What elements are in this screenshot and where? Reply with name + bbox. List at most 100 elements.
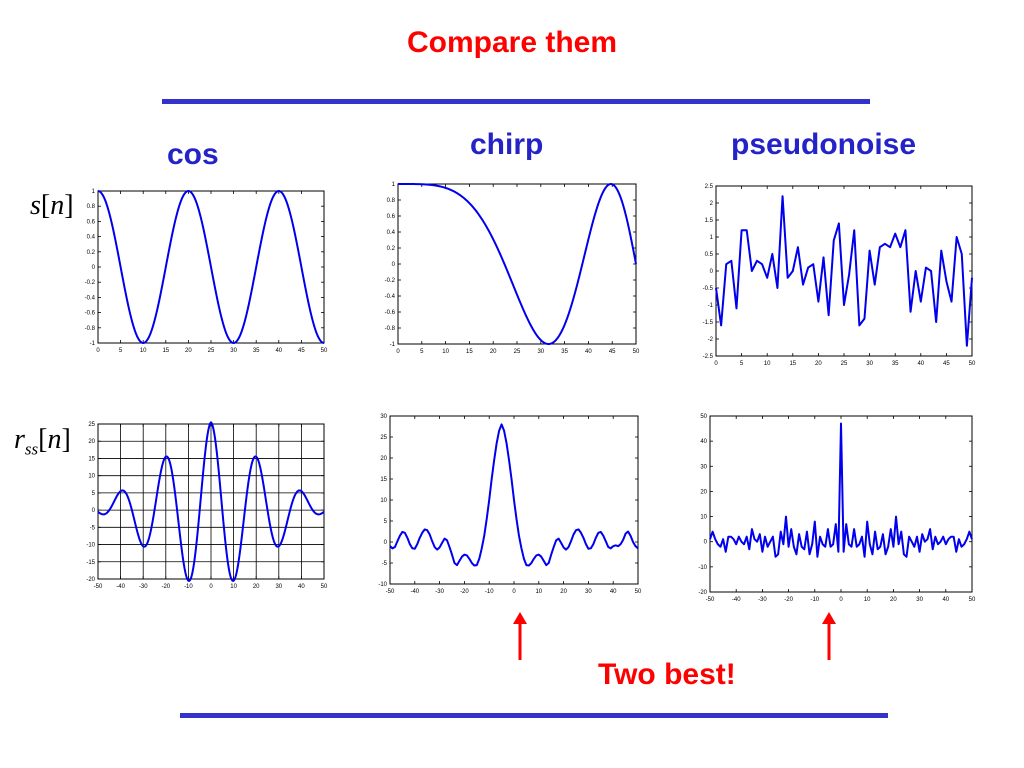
y-tick-label: -0.4: [85, 295, 96, 301]
x-tick-label: -10: [810, 597, 819, 603]
x-tick-label: 50: [635, 589, 642, 595]
y-tick-label: 0.8: [87, 204, 96, 210]
x-tick-label: 20: [815, 361, 822, 367]
x-tick-label: -10: [184, 584, 193, 590]
x-tick-label: 30: [230, 348, 237, 354]
y-tick-label: -0.8: [85, 326, 96, 332]
series-line: [715, 195, 973, 347]
x-tick-label: -20: [784, 597, 793, 603]
y-tick-label: -5: [382, 561, 388, 567]
pseudonoise-autocorr-plot: -50 -40 -30 -20 -10 0 10 20 30 40 50 -20 -10 0 10 20 30 4…: [690, 410, 976, 606]
x-tick-label: 10: [864, 597, 871, 603]
x-tick-label: 40: [610, 589, 617, 595]
x-tick-label: -30: [139, 584, 148, 590]
y-tick-label: 0.2: [387, 246, 396, 252]
y-tick-label: 0.4: [387, 230, 396, 236]
x-tick-label: 20: [890, 597, 897, 603]
autocorr-symbol: r: [14, 424, 25, 455]
y-tick-label: -15: [86, 560, 95, 566]
chirp-signal-plot: 0 5 10 15 20 25 30 35 40 45 50 -1 -0.8 -0.6 -0.4 -0.2 0 0…: [378, 178, 640, 358]
y-tick-label: 2.5: [705, 184, 714, 190]
x-tick-label: 20: [490, 349, 497, 355]
x-tick-label: 25: [841, 361, 848, 367]
chirp-autocorr-plot: -50 -40 -30 -20 -10 0 10 20 30 40 50 -10 -5 0 5 10 15 20 2…: [370, 410, 642, 598]
pseudonoise-signal-plot: 0 5 10 15 20 25 30 35 40 45 50 -2.5 -2 -1.5 -1 -0.5 0 0.5…: [696, 180, 976, 370]
x-tick-label: 15: [162, 348, 169, 354]
y-tick-label: -20: [86, 577, 95, 583]
y-tick-label: -2.5: [703, 354, 714, 360]
x-tick-label: 50: [969, 361, 976, 367]
cos-signal-plot: 0 5 10 15 20 25 30 35 40 45 50 -1 -0.8 -0.6 -0.4 -0.2 0 0…: [78, 185, 328, 357]
y-tick-label: -0.6: [385, 310, 396, 316]
y-tick-label: 30: [700, 464, 707, 470]
x-tick-label: 30: [866, 361, 873, 367]
y-tick-label: -10: [698, 565, 707, 571]
x-tick-label: 5: [119, 348, 123, 354]
x-tick-label: 0: [209, 584, 213, 590]
x-tick-label: -10: [485, 589, 494, 595]
y-tick-label: -10: [86, 543, 95, 549]
y-tick-label: -1: [708, 303, 714, 309]
x-tick-label: -50: [706, 597, 715, 603]
x-tick-label: 40: [942, 597, 949, 603]
y-tick-label: 0: [92, 508, 96, 514]
x-tick-label: 20: [560, 589, 567, 595]
x-tick-label: 40: [275, 348, 282, 354]
x-tick-label: 0: [714, 361, 718, 367]
arrow-up-icon: [822, 612, 836, 660]
y-tick-label: 20: [700, 489, 707, 495]
x-tick-label: 30: [585, 589, 592, 595]
y-tick-label: -0.5: [703, 286, 714, 292]
x-tick-label: 0: [839, 597, 843, 603]
x-tick-label: 20: [253, 584, 260, 590]
y-tick-label: 0.5: [705, 252, 714, 258]
y-tick-label: 20: [88, 439, 95, 445]
x-tick-label: 5: [420, 349, 424, 355]
series-line: [389, 423, 639, 567]
x-tick-label: -20: [161, 584, 170, 590]
plot-frame: [715, 185, 973, 357]
top-divider: [162, 99, 870, 104]
x-tick-label: 0: [96, 348, 100, 354]
x-tick-label: 50: [321, 348, 328, 354]
y-tick-label: 0.6: [87, 219, 96, 225]
column-label-chirp: chirp: [470, 128, 544, 161]
arrow-up-icon: [513, 612, 527, 660]
y-tick-label: -0.4: [385, 294, 396, 300]
row-label-autocorr: rss[n]: [14, 424, 71, 459]
y-tick-label: -0.2: [85, 280, 96, 286]
two-best-annotation: Two best!: [598, 658, 736, 691]
y-tick-label: 20: [380, 456, 387, 462]
x-tick-label: 35: [892, 361, 899, 367]
signal-argument: n: [50, 190, 65, 221]
y-tick-label: 0.6: [387, 214, 396, 220]
y-tick-label: 2: [710, 201, 714, 207]
x-tick-label: 10: [140, 348, 147, 354]
x-tick-label: 30: [916, 597, 923, 603]
x-tick-label: 40: [585, 349, 592, 355]
y-tick-label: 10: [700, 515, 707, 521]
autocorr-argument: n: [47, 424, 62, 455]
x-tick-label: 35: [561, 349, 568, 355]
column-label-cos: cos: [167, 138, 219, 171]
y-tick-label: 15: [380, 477, 387, 483]
x-tick-label: -50: [386, 589, 395, 595]
x-tick-label: 25: [208, 348, 215, 354]
y-tick-label: -0.8: [385, 326, 396, 332]
x-tick-label: -40: [410, 589, 419, 595]
x-tick-label: 15: [789, 361, 796, 367]
y-tick-label: 0: [710, 269, 714, 275]
y-tick-label: -10: [378, 582, 387, 588]
y-tick-label: 50: [700, 414, 707, 420]
y-tick-label: -1: [90, 341, 96, 347]
y-tick-label: 30: [380, 414, 387, 420]
y-tick-label: 40: [700, 439, 707, 445]
y-tick-label: 15: [88, 456, 95, 462]
y-tick-label: 25: [380, 435, 387, 441]
x-tick-label: 25: [514, 349, 521, 355]
y-tick-label: 5: [92, 491, 96, 497]
x-tick-label: 30: [537, 349, 544, 355]
series-line: [397, 183, 637, 345]
y-tick-label: 25: [88, 422, 95, 428]
x-tick-label: 0: [396, 349, 400, 355]
